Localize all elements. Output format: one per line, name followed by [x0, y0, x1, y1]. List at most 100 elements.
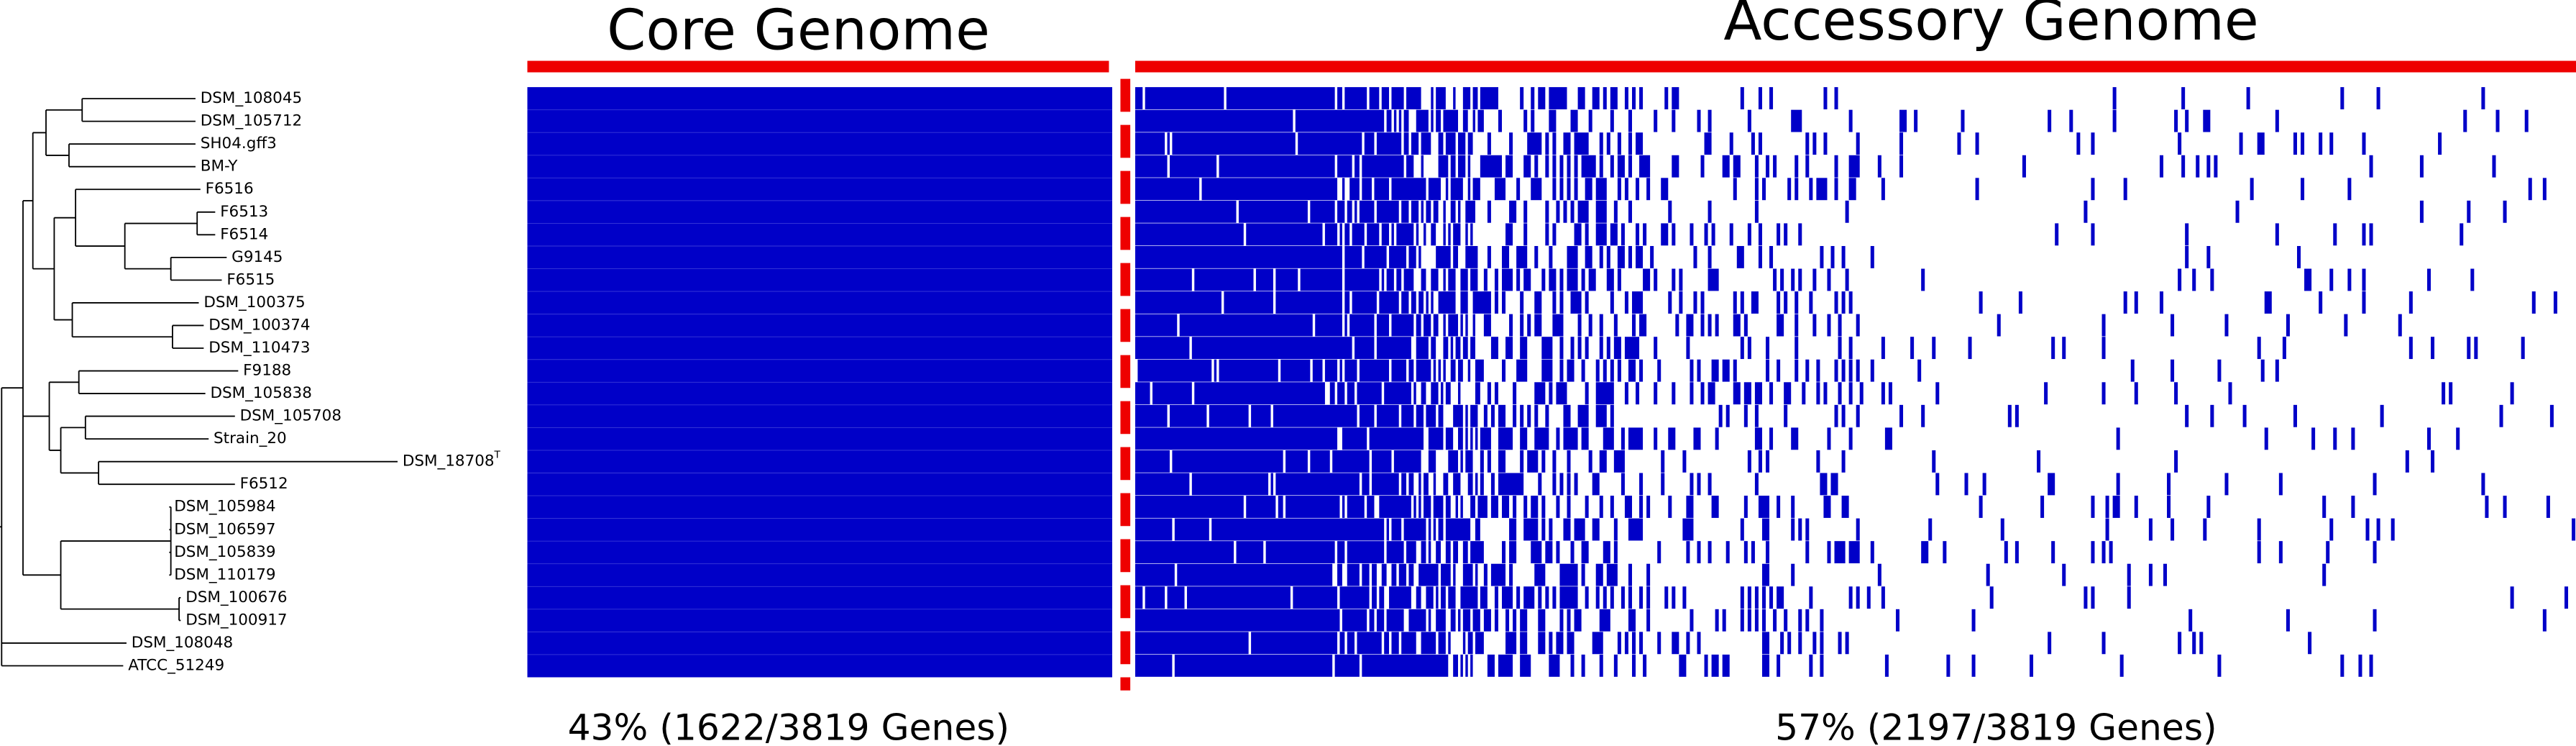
gene-presence [1418, 245, 1421, 268]
gene-presence [1502, 245, 1510, 268]
gene-presence [1337, 155, 1352, 178]
gene-presence [1631, 654, 1636, 677]
gene-presence [2171, 359, 2175, 382]
strain-label: F6514 [220, 225, 268, 243]
gene-presence [1747, 586, 1751, 609]
gene-presence [1450, 609, 1456, 632]
gene-presence [1135, 541, 1234, 564]
gene-presence [1761, 609, 1766, 632]
gene-presence [2347, 268, 2352, 291]
gene-presence [1347, 632, 1355, 655]
gene-presence [1226, 87, 1335, 109]
gene-presence [1265, 541, 1335, 564]
gene-presence [1477, 496, 1488, 518]
gene-presence [1834, 359, 1838, 382]
gene-presence [2206, 245, 2211, 268]
gene-presence [1401, 404, 1414, 427]
gene-presence [2196, 155, 2200, 178]
gene-presence [1367, 223, 1380, 246]
gene-presence [1585, 245, 1592, 268]
gene-presence [1581, 427, 1589, 450]
gene-presence [1174, 654, 1333, 677]
gene-presence [1498, 473, 1524, 496]
gene-presence [1599, 609, 1610, 632]
gene-presence [1251, 632, 1338, 655]
gene-presence [1754, 200, 1759, 223]
gene-presence [1646, 496, 1651, 518]
gene-presence [1595, 178, 1607, 201]
gene-presence [1603, 541, 1610, 564]
gene-presence [2474, 337, 2478, 360]
gene-presence [2340, 87, 2344, 109]
gene-presence [1979, 291, 1983, 314]
strain-name: DSM_108048 [132, 634, 233, 652]
gene-presence [1603, 359, 1607, 382]
gene-presence [1787, 632, 1792, 655]
gene-presence [1475, 563, 1478, 586]
gene-presence [1445, 541, 1451, 564]
gene-presence [1376, 200, 1399, 223]
gene-presence [2319, 291, 2323, 314]
gene-presence [1255, 268, 1273, 291]
gene-presence [1541, 496, 1546, 518]
gene-presence [1408, 609, 1426, 632]
gene-presence [1654, 382, 1658, 405]
gene-presence [1552, 586, 1557, 609]
gene-presence [1352, 291, 1377, 314]
gene-presence [1453, 654, 1459, 677]
gene-presence [2503, 200, 2507, 223]
gene-presence [1754, 473, 1759, 496]
gene-presence [1531, 541, 1542, 564]
gene-presence [1870, 245, 1874, 268]
gene-presence [1848, 155, 1860, 178]
gene-presence [1559, 268, 1564, 291]
gene-presence [1460, 314, 1463, 337]
gene-presence [1585, 586, 1589, 609]
gene-presence [2380, 404, 2384, 427]
gene-presence [1342, 178, 1345, 201]
gene-presence [1935, 473, 1940, 496]
gene-presence [2116, 473, 2120, 496]
gene-presence [1527, 404, 1531, 427]
gene-presence [1498, 654, 1513, 677]
gene-presence [1470, 541, 1484, 564]
gene-presence [1475, 427, 1478, 450]
gene-presence [1610, 291, 1614, 314]
gene-presence [2228, 382, 2232, 405]
gene-presence [1527, 450, 1539, 473]
gene-presence [1270, 473, 1273, 496]
gene-presence [1881, 586, 1885, 609]
gene-presence [1545, 404, 1549, 427]
gene-presence [1401, 291, 1409, 314]
gene-presence [1617, 178, 1621, 201]
gene-presence [1509, 563, 1513, 586]
gene-presence [2188, 609, 2193, 632]
gene-presence [1520, 450, 1524, 473]
gene-presence [1391, 87, 1404, 109]
gene-presence [1438, 518, 1444, 541]
gene-presence [1577, 200, 1589, 223]
gene-presence [1686, 541, 1690, 564]
gene-presence [1490, 563, 1506, 586]
gene-presence [1834, 541, 1846, 564]
gene-presence [2362, 268, 2366, 291]
gene-presence [1816, 382, 1820, 405]
gene-presence [1549, 654, 1560, 677]
gene-presence [2293, 132, 2297, 155]
gene-presence [1636, 132, 1644, 155]
gene-presence [1725, 541, 1730, 564]
gene-presence [1606, 337, 1610, 360]
gene-presence [1403, 518, 1426, 541]
gene-presence [1556, 541, 1560, 564]
gene-presence [2084, 200, 2088, 223]
gene-presence [1574, 473, 1578, 496]
gene-presence [1624, 178, 1628, 201]
gene-presence [1372, 473, 1399, 496]
gene-presence [1628, 245, 1632, 268]
gene-presence [1639, 473, 1644, 496]
gene-presence [1433, 314, 1439, 337]
gene-presence [1450, 359, 1456, 382]
gene-presence [1538, 632, 1546, 655]
gene-presence [1460, 586, 1478, 609]
gene-presence [1595, 382, 1614, 405]
